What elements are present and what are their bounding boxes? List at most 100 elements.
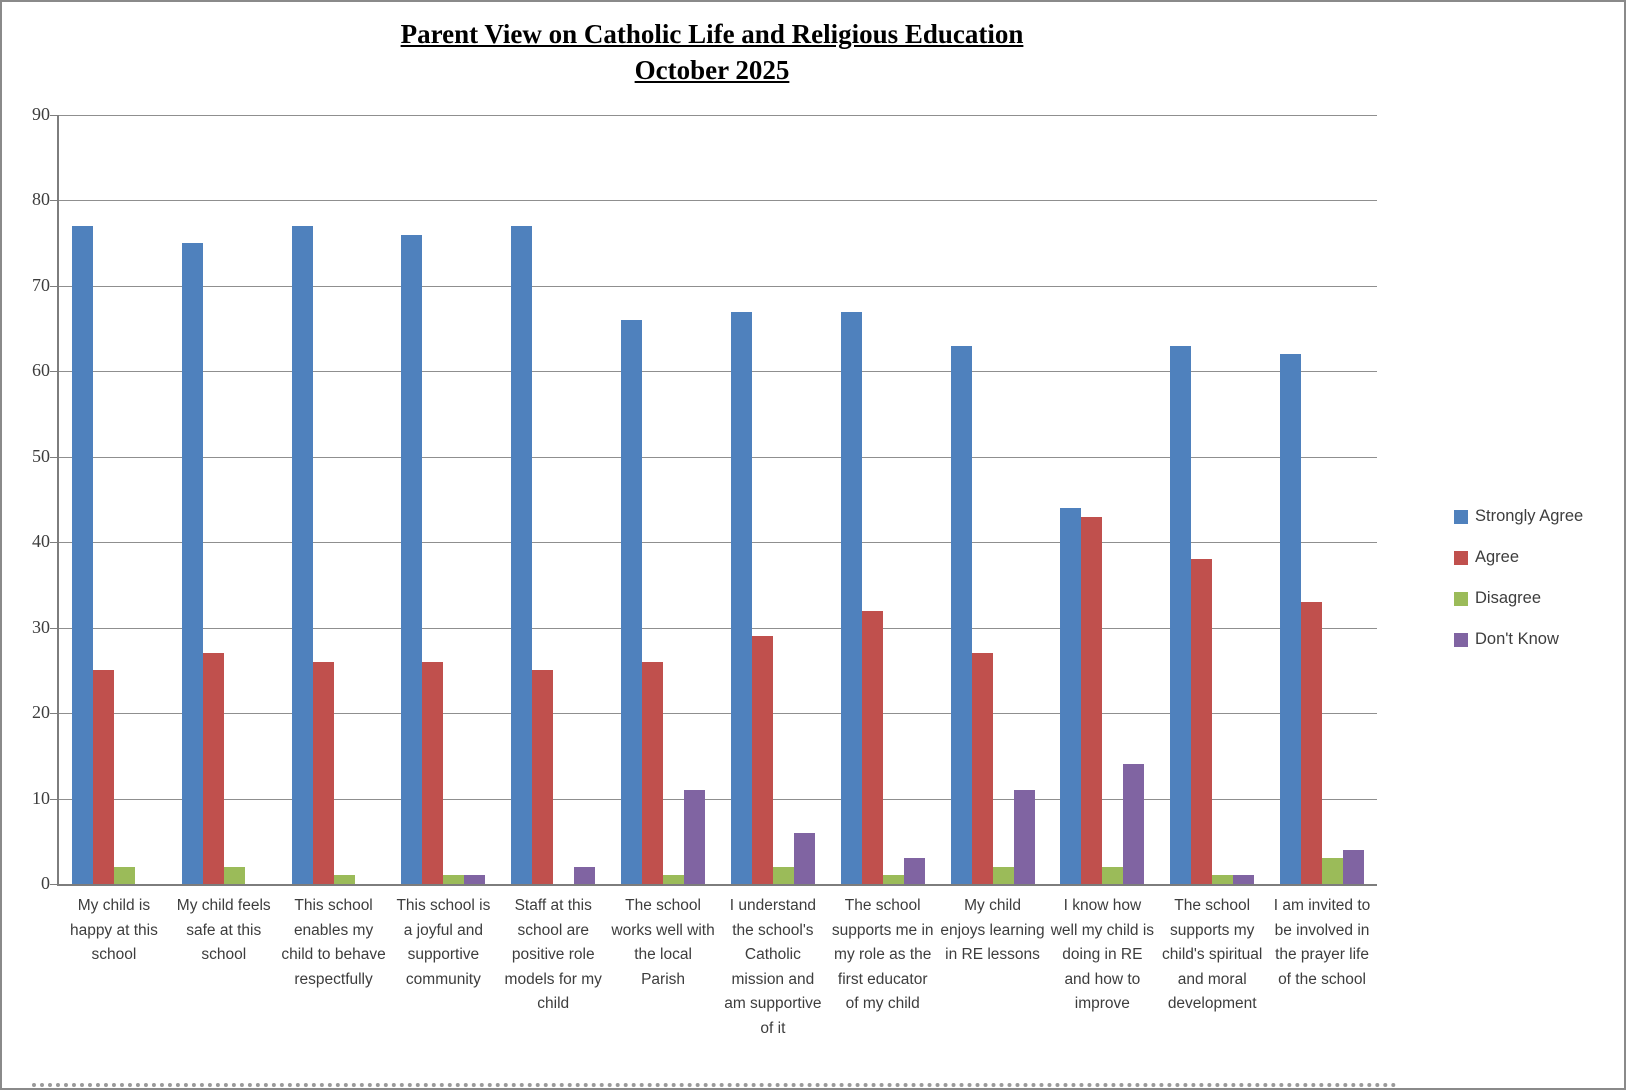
y-tick-label-10: 10 (32, 787, 50, 808)
bar-group-1 (59, 115, 169, 884)
bar-don-t-know-11 (1233, 875, 1255, 884)
bar-groups (59, 115, 1377, 884)
bar-strongly-agree-4 (401, 234, 423, 884)
bar-agree-5 (532, 670, 554, 884)
y-tick-mark-70 (50, 285, 57, 287)
bar-strongly-agree-7 (730, 311, 752, 884)
legend-swatch-icon (1454, 550, 1468, 565)
bar-disagree-7 (772, 866, 794, 884)
bar-disagree-8 (882, 875, 904, 884)
gridline-40 (59, 542, 1377, 544)
bar-agree-12 (1301, 602, 1323, 884)
bar-agree-2 (202, 653, 224, 884)
bar-disagree-3 (333, 875, 355, 884)
bar-don-t-know-7 (793, 832, 815, 884)
y-tick-mark-20 (50, 713, 57, 715)
legend-item-agree: Agree (1454, 548, 1583, 567)
bar-group-2 (169, 115, 279, 884)
bar-group-7 (718, 115, 828, 884)
y-tick-mark-50 (50, 456, 57, 458)
bar-disagree-6 (663, 875, 685, 884)
y-tick-mark-40 (50, 542, 57, 544)
legend-label: Disagree (1475, 589, 1542, 607)
category-label-8: The school supports me in my role as the… (831, 897, 934, 1012)
bar-agree-8 (861, 610, 883, 884)
legend-swatch-icon (1454, 632, 1468, 647)
category-label-3: This school enables my child to behave r… (281, 897, 386, 988)
category-label-11: The school supports my child's spiritual… (1162, 897, 1263, 1012)
y-tick-label-40: 40 (32, 531, 50, 552)
bar-group-3 (279, 115, 389, 884)
legend-item-disagree: Disagree (1454, 589, 1583, 608)
y-tick-mark-0 (50, 884, 57, 885)
gridline-90 (59, 115, 1377, 116)
bar-agree-11 (1191, 559, 1213, 884)
bar-strongly-agree-12 (1280, 354, 1302, 884)
bar-don-t-know-12 (1343, 849, 1365, 884)
bar-strongly-agree-3 (291, 226, 313, 884)
bar-agree-9 (971, 653, 993, 884)
bar-group-4 (388, 115, 498, 884)
legend-label: Agree (1475, 548, 1520, 566)
category-label-6: The school works well with the local Par… (611, 897, 715, 988)
category-label-10: I know how well my child is doing in RE … (1050, 897, 1155, 1012)
bar-disagree-12 (1322, 858, 1344, 884)
legend-item-strongly-agree: Strongly Agree (1454, 507, 1583, 526)
bar-strongly-agree-8 (840, 311, 862, 884)
gridline-20 (59, 713, 1377, 715)
y-tick-label-60: 60 (32, 360, 50, 381)
gridline-0 (59, 884, 1377, 886)
bar-strongly-agree-2 (181, 243, 203, 884)
gridline-10 (59, 798, 1377, 800)
bar-group-11 (1157, 115, 1267, 884)
bar-strongly-agree-1 (71, 226, 93, 884)
bar-strongly-agree-10 (1060, 508, 1082, 884)
category-label-4: This school is a joyful and supportive c… (396, 897, 491, 988)
chart-title-line2: October 2025 (634, 55, 790, 85)
bar-strongly-agree-5 (511, 226, 533, 884)
category-label-1: My child is happy at this school (69, 897, 158, 963)
gridline-80 (59, 200, 1377, 202)
bar-strongly-agree-11 (1170, 345, 1192, 884)
bar-don-t-know-5 (574, 866, 596, 884)
y-tick-label-50: 50 (32, 445, 50, 466)
bar-don-t-know-9 (1013, 790, 1035, 884)
bar-disagree-2 (223, 866, 245, 884)
x-axis-category-labels: My child is happy at this school My child… (59, 894, 1377, 1041)
bar-disagree-4 (443, 875, 465, 884)
bar-agree-6 (642, 661, 664, 884)
bar-strongly-agree-6 (621, 320, 643, 884)
y-axis-line (57, 115, 59, 886)
category-label-12: I am invited to be involved in the praye… (1273, 897, 1371, 988)
legend-label: Don't Know (1475, 630, 1559, 648)
legend-label: Strongly Agree (1475, 507, 1584, 525)
y-tick-mark-30 (50, 627, 57, 629)
category-label-9: My child enjoys learning in RE lessons (940, 897, 1045, 963)
y-tick-label-70: 70 (32, 274, 50, 295)
bar-don-t-know-8 (903, 858, 925, 884)
gridline-70 (59, 285, 1377, 287)
bar-agree-3 (312, 661, 334, 884)
chart-title-line1: Parent View on Catholic Life and Religio… (400, 19, 1024, 49)
bar-group-9 (938, 115, 1048, 884)
bar-group-10 (1047, 115, 1157, 884)
bar-group-5 (498, 115, 608, 884)
bar-agree-4 (422, 661, 444, 884)
gridline-50 (59, 456, 1377, 458)
y-tick-mark-80 (50, 200, 57, 202)
legend-swatch-icon (1454, 591, 1468, 606)
category-label-7: I understand the school's Catholic missi… (724, 897, 822, 1037)
bar-don-t-know-4 (464, 875, 486, 884)
bar-don-t-know-10 (1123, 764, 1145, 884)
legend: Strongly Agree Agree Disagree Don't Know (1454, 507, 1583, 671)
y-tick-label-90: 90 (32, 104, 50, 124)
bar-agree-1 (92, 670, 114, 884)
bar-agree-7 (751, 636, 773, 884)
y-tick-label-20: 20 (32, 702, 50, 723)
cropped-data-table-edge (32, 1083, 1397, 1087)
y-tick-label-30: 30 (32, 616, 50, 637)
bar-group-8 (828, 115, 938, 884)
category-label-2: My child feels safe at this school (176, 897, 271, 963)
category-label-5: Staff at this school are positive role m… (504, 897, 602, 1012)
